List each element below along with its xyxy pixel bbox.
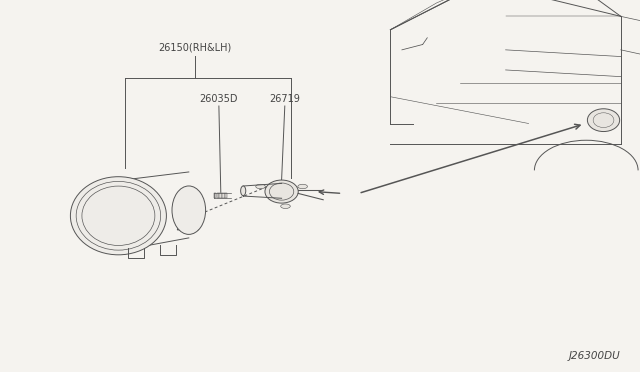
Ellipse shape xyxy=(298,184,307,189)
Ellipse shape xyxy=(256,184,266,189)
Bar xyxy=(220,193,222,198)
Bar xyxy=(214,193,216,198)
Text: J26300DU: J26300DU xyxy=(569,351,621,361)
Ellipse shape xyxy=(70,177,166,255)
Bar xyxy=(216,193,219,198)
Text: 26719: 26719 xyxy=(269,94,300,104)
Ellipse shape xyxy=(281,204,291,208)
Bar xyxy=(225,193,227,198)
Ellipse shape xyxy=(172,186,205,234)
Text: 26035D: 26035D xyxy=(200,94,238,104)
Text: 26150(RH&LH): 26150(RH&LH) xyxy=(159,42,232,52)
Polygon shape xyxy=(177,219,202,230)
Bar xyxy=(222,193,225,198)
Ellipse shape xyxy=(241,186,246,196)
Ellipse shape xyxy=(588,109,620,132)
Ellipse shape xyxy=(265,180,298,203)
